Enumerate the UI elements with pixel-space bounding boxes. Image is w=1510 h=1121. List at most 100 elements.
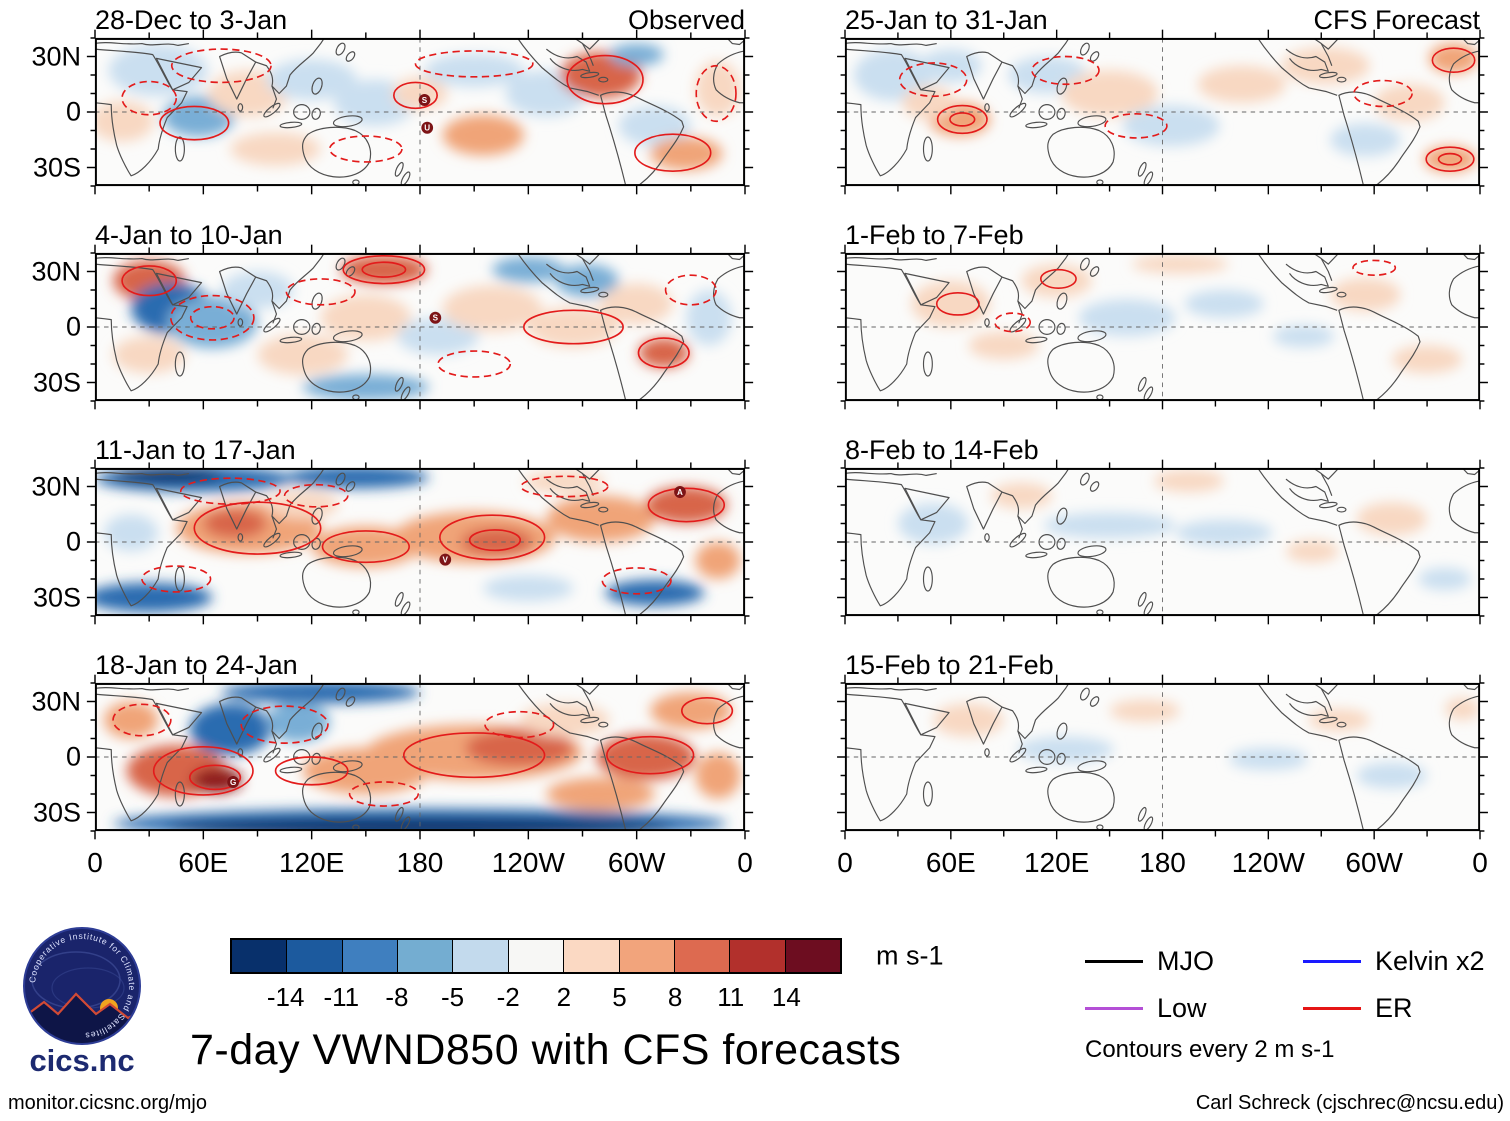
colorbar-cell	[730, 940, 786, 972]
y-tick-label: 30S	[32, 582, 81, 612]
colorbar: -14 -11 -8 -5 -2 2 5 8 11 14 m s-1	[230, 938, 944, 1012]
anomaly-map	[837, 244, 1488, 410]
colorbar-tick-label: 11	[717, 982, 745, 1012]
anomaly-map: VA	[86, 459, 754, 625]
colorbar-tick-label: 2	[556, 982, 572, 1012]
x-tick-label: 120W	[1231, 847, 1305, 878]
x-tick-label: 120W	[491, 847, 565, 878]
x-tick-label: 0	[737, 847, 753, 878]
colorbar-tick-label: -14	[266, 982, 305, 1012]
x-tick-label: 60E	[925, 847, 976, 878]
column-heading-forecast: CFS Forecast	[1313, 5, 1480, 35]
anomaly-map	[837, 674, 1488, 840]
colorbar-cell	[564, 940, 620, 972]
figure-title: 7-day VWND850 with CFS forecasts	[190, 1026, 902, 1074]
legend-item-mjo: MJO	[1085, 946, 1303, 977]
anomaly-map	[837, 459, 1488, 625]
panel-date: 11-Jan to 17-Jan	[95, 435, 296, 465]
y-tick-label: 30N	[31, 471, 81, 501]
y-tick-label: 0	[65, 96, 81, 127]
colorbar-tick-label: 8	[667, 982, 683, 1012]
x-tick-label: 120E	[1023, 847, 1090, 878]
panel-date: 4-Jan to 10-Jan	[95, 220, 283, 250]
colorbar-tick-label: -5	[440, 982, 465, 1012]
column-heading-observed: Observed	[627, 5, 745, 35]
panel-date: 1-Feb to 7-Feb	[845, 220, 1024, 250]
footer-url: monitor.cicsnc.org/mjo	[8, 1092, 207, 1114]
map-panel-forecast-week3: 8-Feb to 14-Feb	[837, 435, 1488, 625]
map-panel-forecast-week1: 25-Jan to 31-Jan CFS Forecast	[837, 5, 1488, 195]
x-tick-label: 0	[87, 847, 103, 878]
colorbar-cells	[230, 938, 842, 974]
y-tick-label: 0	[65, 526, 81, 557]
colorbar-unit: m s-1	[876, 940, 944, 971]
x-tick-label: 60W	[607, 847, 666, 878]
colorbar-tick-label: -2	[496, 982, 520, 1012]
colorbar-cell	[232, 940, 288, 972]
legend-items: MJO Kelvin x2 Low ER	[1085, 946, 1509, 1024]
svg-text:G: G	[230, 778, 236, 787]
y-tick-label: 0	[65, 311, 81, 342]
y-tick-label: 30S	[32, 797, 81, 827]
y-tick-label: 30S	[32, 152, 81, 182]
legend-line-icon	[1085, 1007, 1143, 1010]
legend-line-icon	[1303, 1007, 1361, 1010]
panel-date: 28-Dec to 3-Jan	[95, 5, 288, 35]
legend-label: Kelvin x2	[1375, 946, 1485, 976]
svg-text:A: A	[677, 488, 683, 497]
legend-label: MJO	[1157, 946, 1214, 976]
colorbar-tick-label: 5	[612, 982, 627, 1012]
y-tick-label: 0	[65, 741, 81, 772]
y-tick-label: 30S	[32, 367, 81, 397]
legend-item-kelvin-x2: Kelvin x2	[1303, 946, 1509, 977]
colorbar-cell	[785, 940, 840, 972]
legend-item-er: ER	[1303, 993, 1509, 1024]
legend-label: Low	[1157, 993, 1207, 1023]
legend: MJO Kelvin x2 Low ER Contours every 2 m s-1	[1085, 946, 1509, 1064]
x-tick-label: 0	[837, 847, 853, 878]
colorbar-cell	[453, 940, 509, 972]
x-axis-labels: 0 60E 120E 180 120W 60W 0	[837, 847, 1488, 881]
panel-date: 8-Feb to 14-Feb	[845, 435, 1039, 465]
legend-label: ER	[1375, 993, 1413, 1023]
map-panel-forecast-week4: 15-Feb to 21-Feb 0 60E 120E 180 120W 60W…	[837, 650, 1488, 878]
anomaly-map: G	[86, 674, 754, 840]
logo-wordmark: cics.nc	[29, 1043, 134, 1078]
panel-date: 18-Jan to 24-Jan	[95, 650, 298, 680]
map-panel-observed-week2: 4-Jan to 10-Jan S 30N 0 30S	[31, 220, 754, 410]
panel-date: 15-Feb to 21-Feb	[845, 650, 1054, 680]
legend-line-icon	[1085, 960, 1143, 963]
y-tick-label: 30N	[31, 41, 81, 71]
map-panel-observed-week4: 18-Jan to 24-Jan G 30N 0 30S 0 60E 120E …	[31, 650, 754, 878]
map-panel-forecast-week2: 1-Feb to 7-Feb	[837, 220, 1488, 410]
colorbar-cell	[287, 940, 343, 972]
colorbar-cell	[674, 940, 731, 972]
panel-date: 25-Jan to 31-Jan	[845, 5, 1048, 35]
legend-line-icon	[1303, 960, 1361, 963]
contour-note: Contours every 2 m s-1	[1085, 1036, 1335, 1063]
y-tick-label: 30N	[31, 256, 81, 286]
svg-text:V: V	[443, 555, 449, 564]
x-tick-label: 180	[1139, 847, 1186, 878]
svg-text:S: S	[433, 314, 439, 323]
colorbar-tick-label: -8	[385, 982, 409, 1012]
anomaly-map: S	[86, 244, 754, 410]
anomaly-map: SU	[86, 29, 754, 195]
colorbar-tick-label: 14	[771, 982, 801, 1012]
colorbar-cell	[619, 940, 675, 972]
x-tick-label: 60E	[178, 847, 229, 878]
colorbar-cell	[342, 940, 399, 972]
colorbar-tick-label: -11	[323, 982, 360, 1012]
footer-credit: Carl Schreck (cjschrec@ncsu.edu)	[1195, 1092, 1504, 1114]
cics-logo: Cooperative Institute for Climate and Sa…	[23, 927, 141, 1078]
legend-item-low: Low	[1085, 993, 1303, 1024]
colorbar-cell	[508, 940, 565, 972]
x-tick-label: 120E	[278, 847, 345, 878]
svg-text:U: U	[424, 124, 430, 133]
colorbar-cell	[398, 940, 454, 972]
x-tick-label: 60W	[1345, 847, 1403, 878]
x-tick-label: 180	[396, 847, 444, 878]
